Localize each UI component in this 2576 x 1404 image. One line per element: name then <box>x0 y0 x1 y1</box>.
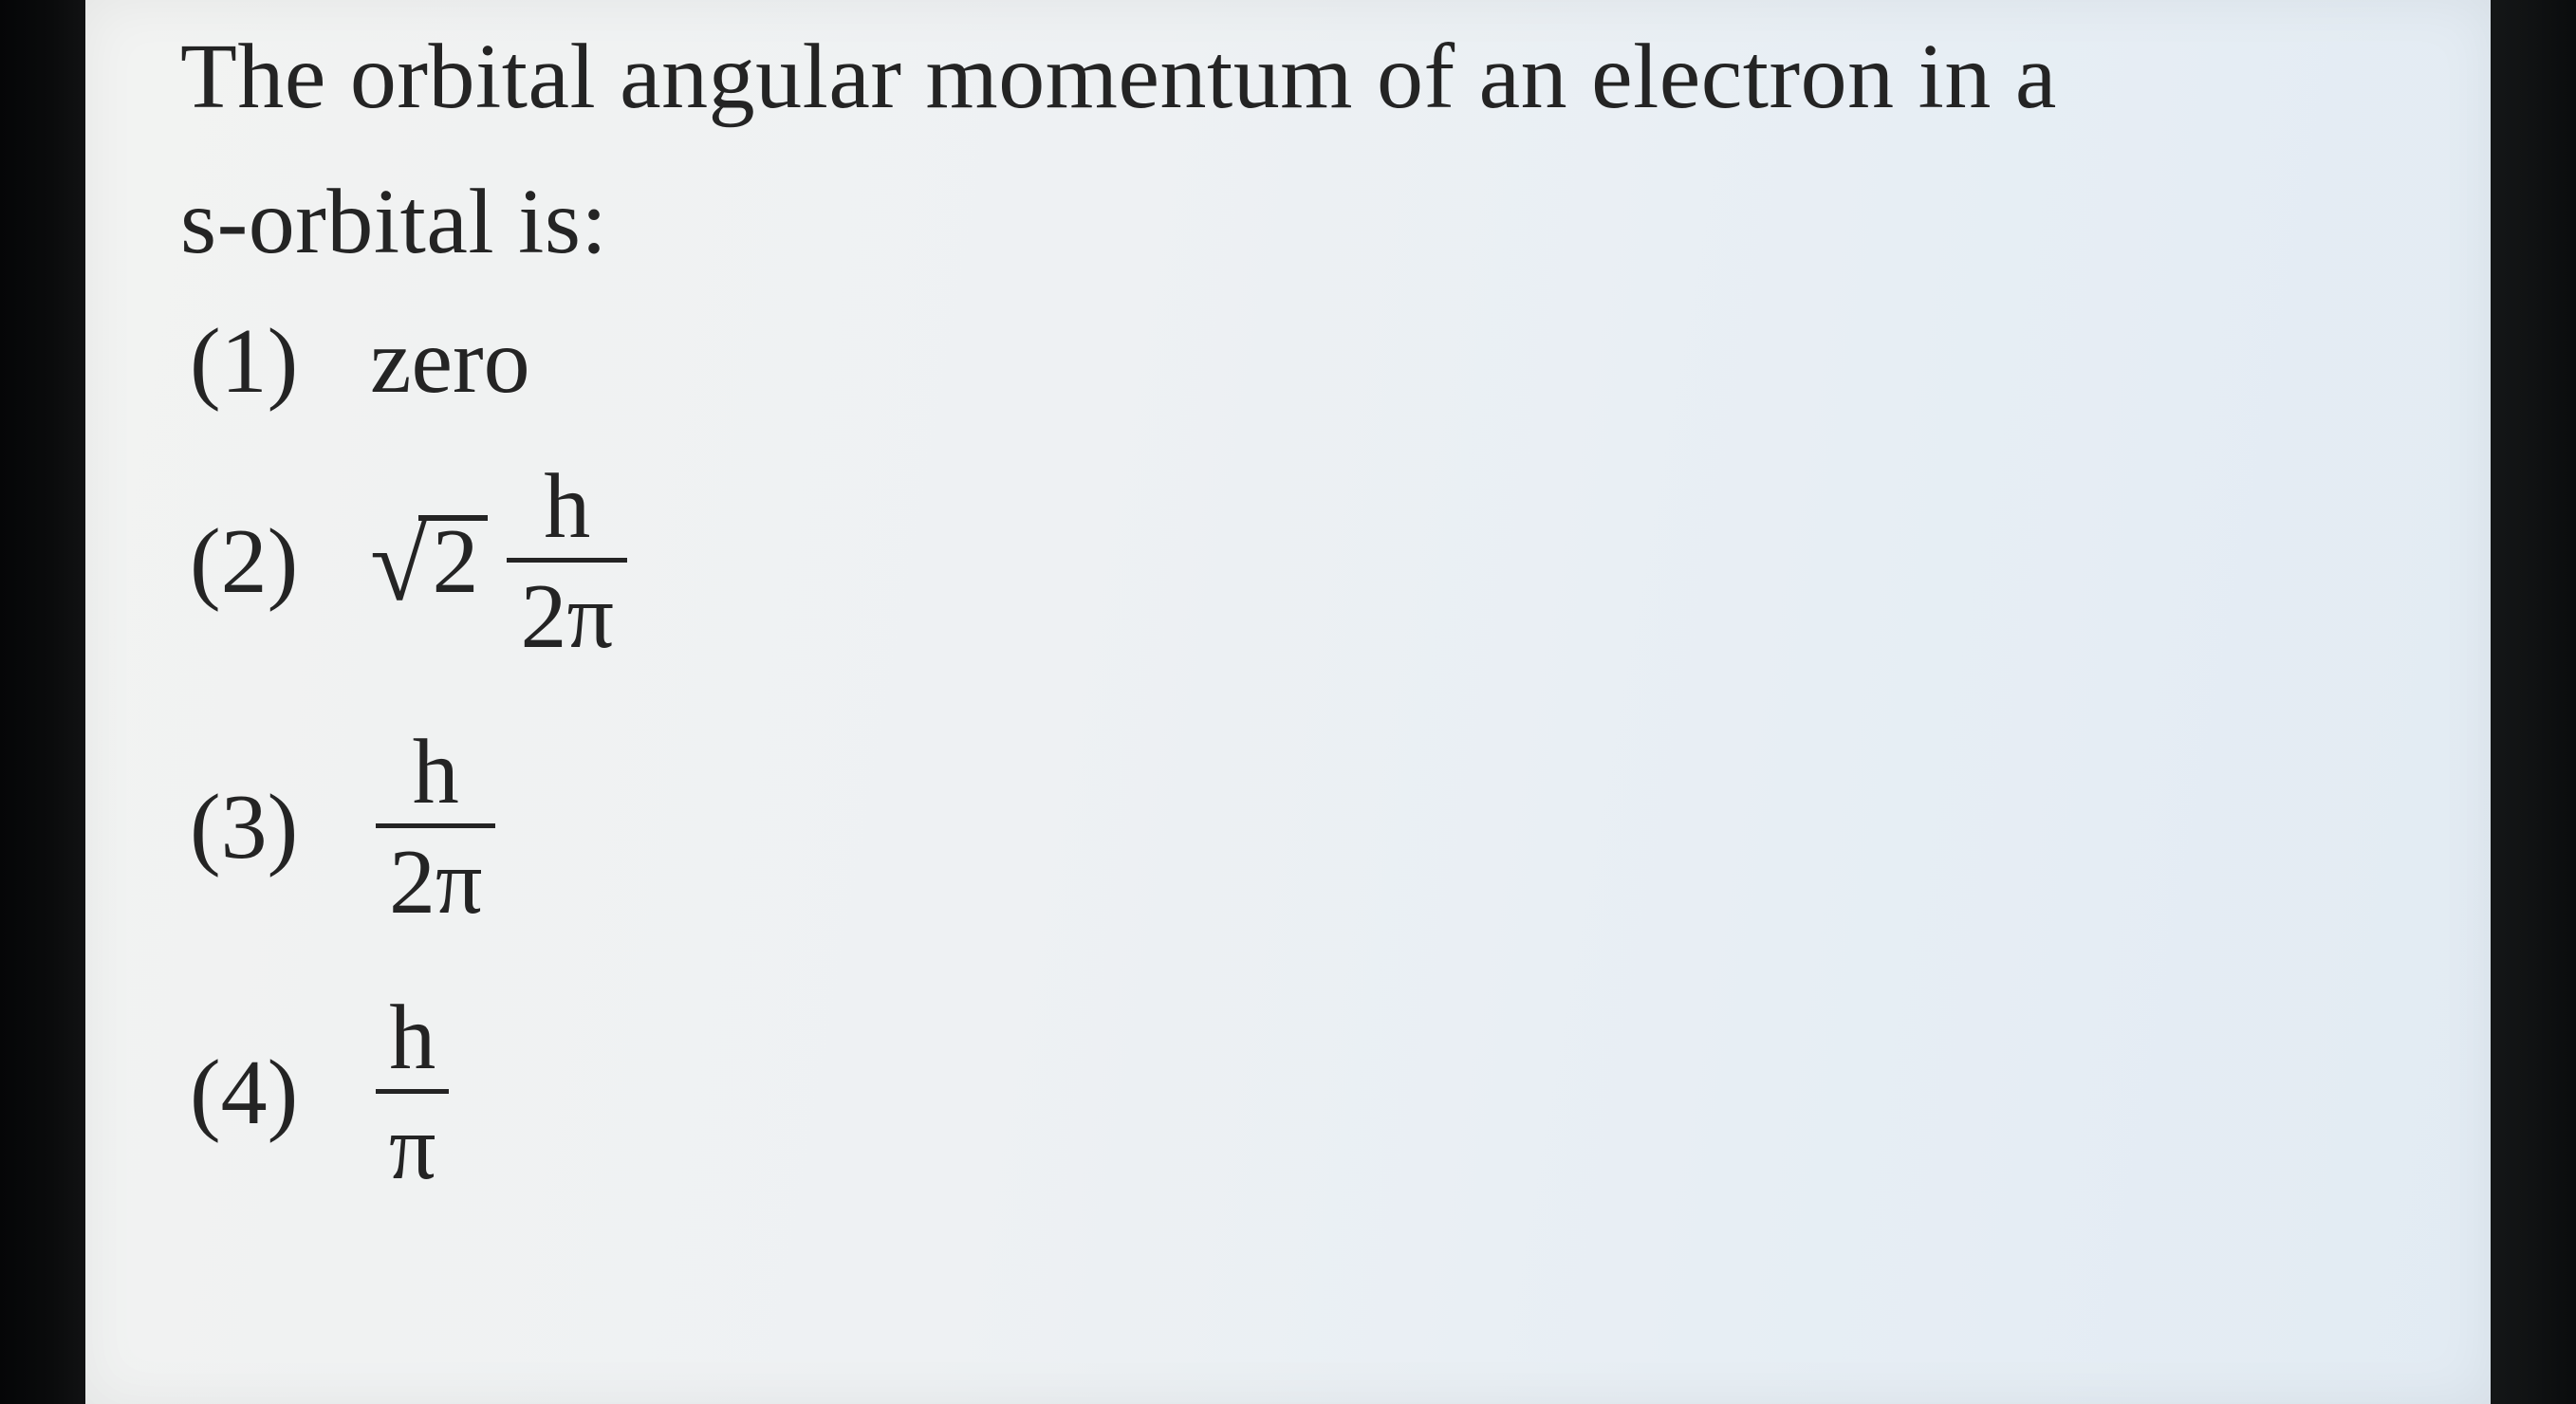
option-3-fraction: h 2π <box>376 724 495 932</box>
options-list: (1) zero (2) √ 2 h <box>180 308 2424 1211</box>
option-4-denominator: π <box>376 1094 449 1197</box>
option-2-numerator: h <box>530 458 603 558</box>
option-1-number: (1) <box>180 308 370 415</box>
question-line-2: s-orbital is: <box>180 164 2424 281</box>
option-1[interactable]: (1) zero <box>180 308 2424 415</box>
option-2-fraction: h 2π <box>507 458 626 666</box>
left-margin-dark <box>0 0 85 1404</box>
question-card: The orbital angular momentum of an elect… <box>85 0 2491 1404</box>
option-1-value: zero <box>370 308 530 415</box>
option-2-number: (2) <box>180 508 370 615</box>
question-line-1: The orbital angular momentum of an elect… <box>180 19 2424 136</box>
option-4-fraction: h π <box>376 989 449 1197</box>
option-4[interactable]: (4) h π <box>180 974 2424 1211</box>
option-4-value: h π <box>370 989 454 1197</box>
option-3-numerator: h <box>399 724 473 823</box>
radical-sign-icon: √ <box>370 520 428 610</box>
option-3-value: h 2π <box>370 724 501 932</box>
sqrt-expression: √ 2 <box>370 515 488 608</box>
option-4-numerator: h <box>376 989 449 1089</box>
content-area: The orbital angular momentum of an elect… <box>85 0 2491 1278</box>
option-2[interactable]: (2) √ 2 h 2π <box>180 443 2424 680</box>
right-margin-dark <box>2491 0 2576 1404</box>
option-2-denominator: 2π <box>507 563 626 666</box>
option-4-number: (4) <box>180 1040 370 1146</box>
option-3-number: (3) <box>180 774 370 880</box>
option-2-value: √ 2 h 2π <box>370 458 633 666</box>
sqrt-radicand: 2 <box>428 515 488 608</box>
option-3[interactable]: (3) h 2π <box>180 709 2424 946</box>
option-3-denominator: 2π <box>376 828 495 932</box>
